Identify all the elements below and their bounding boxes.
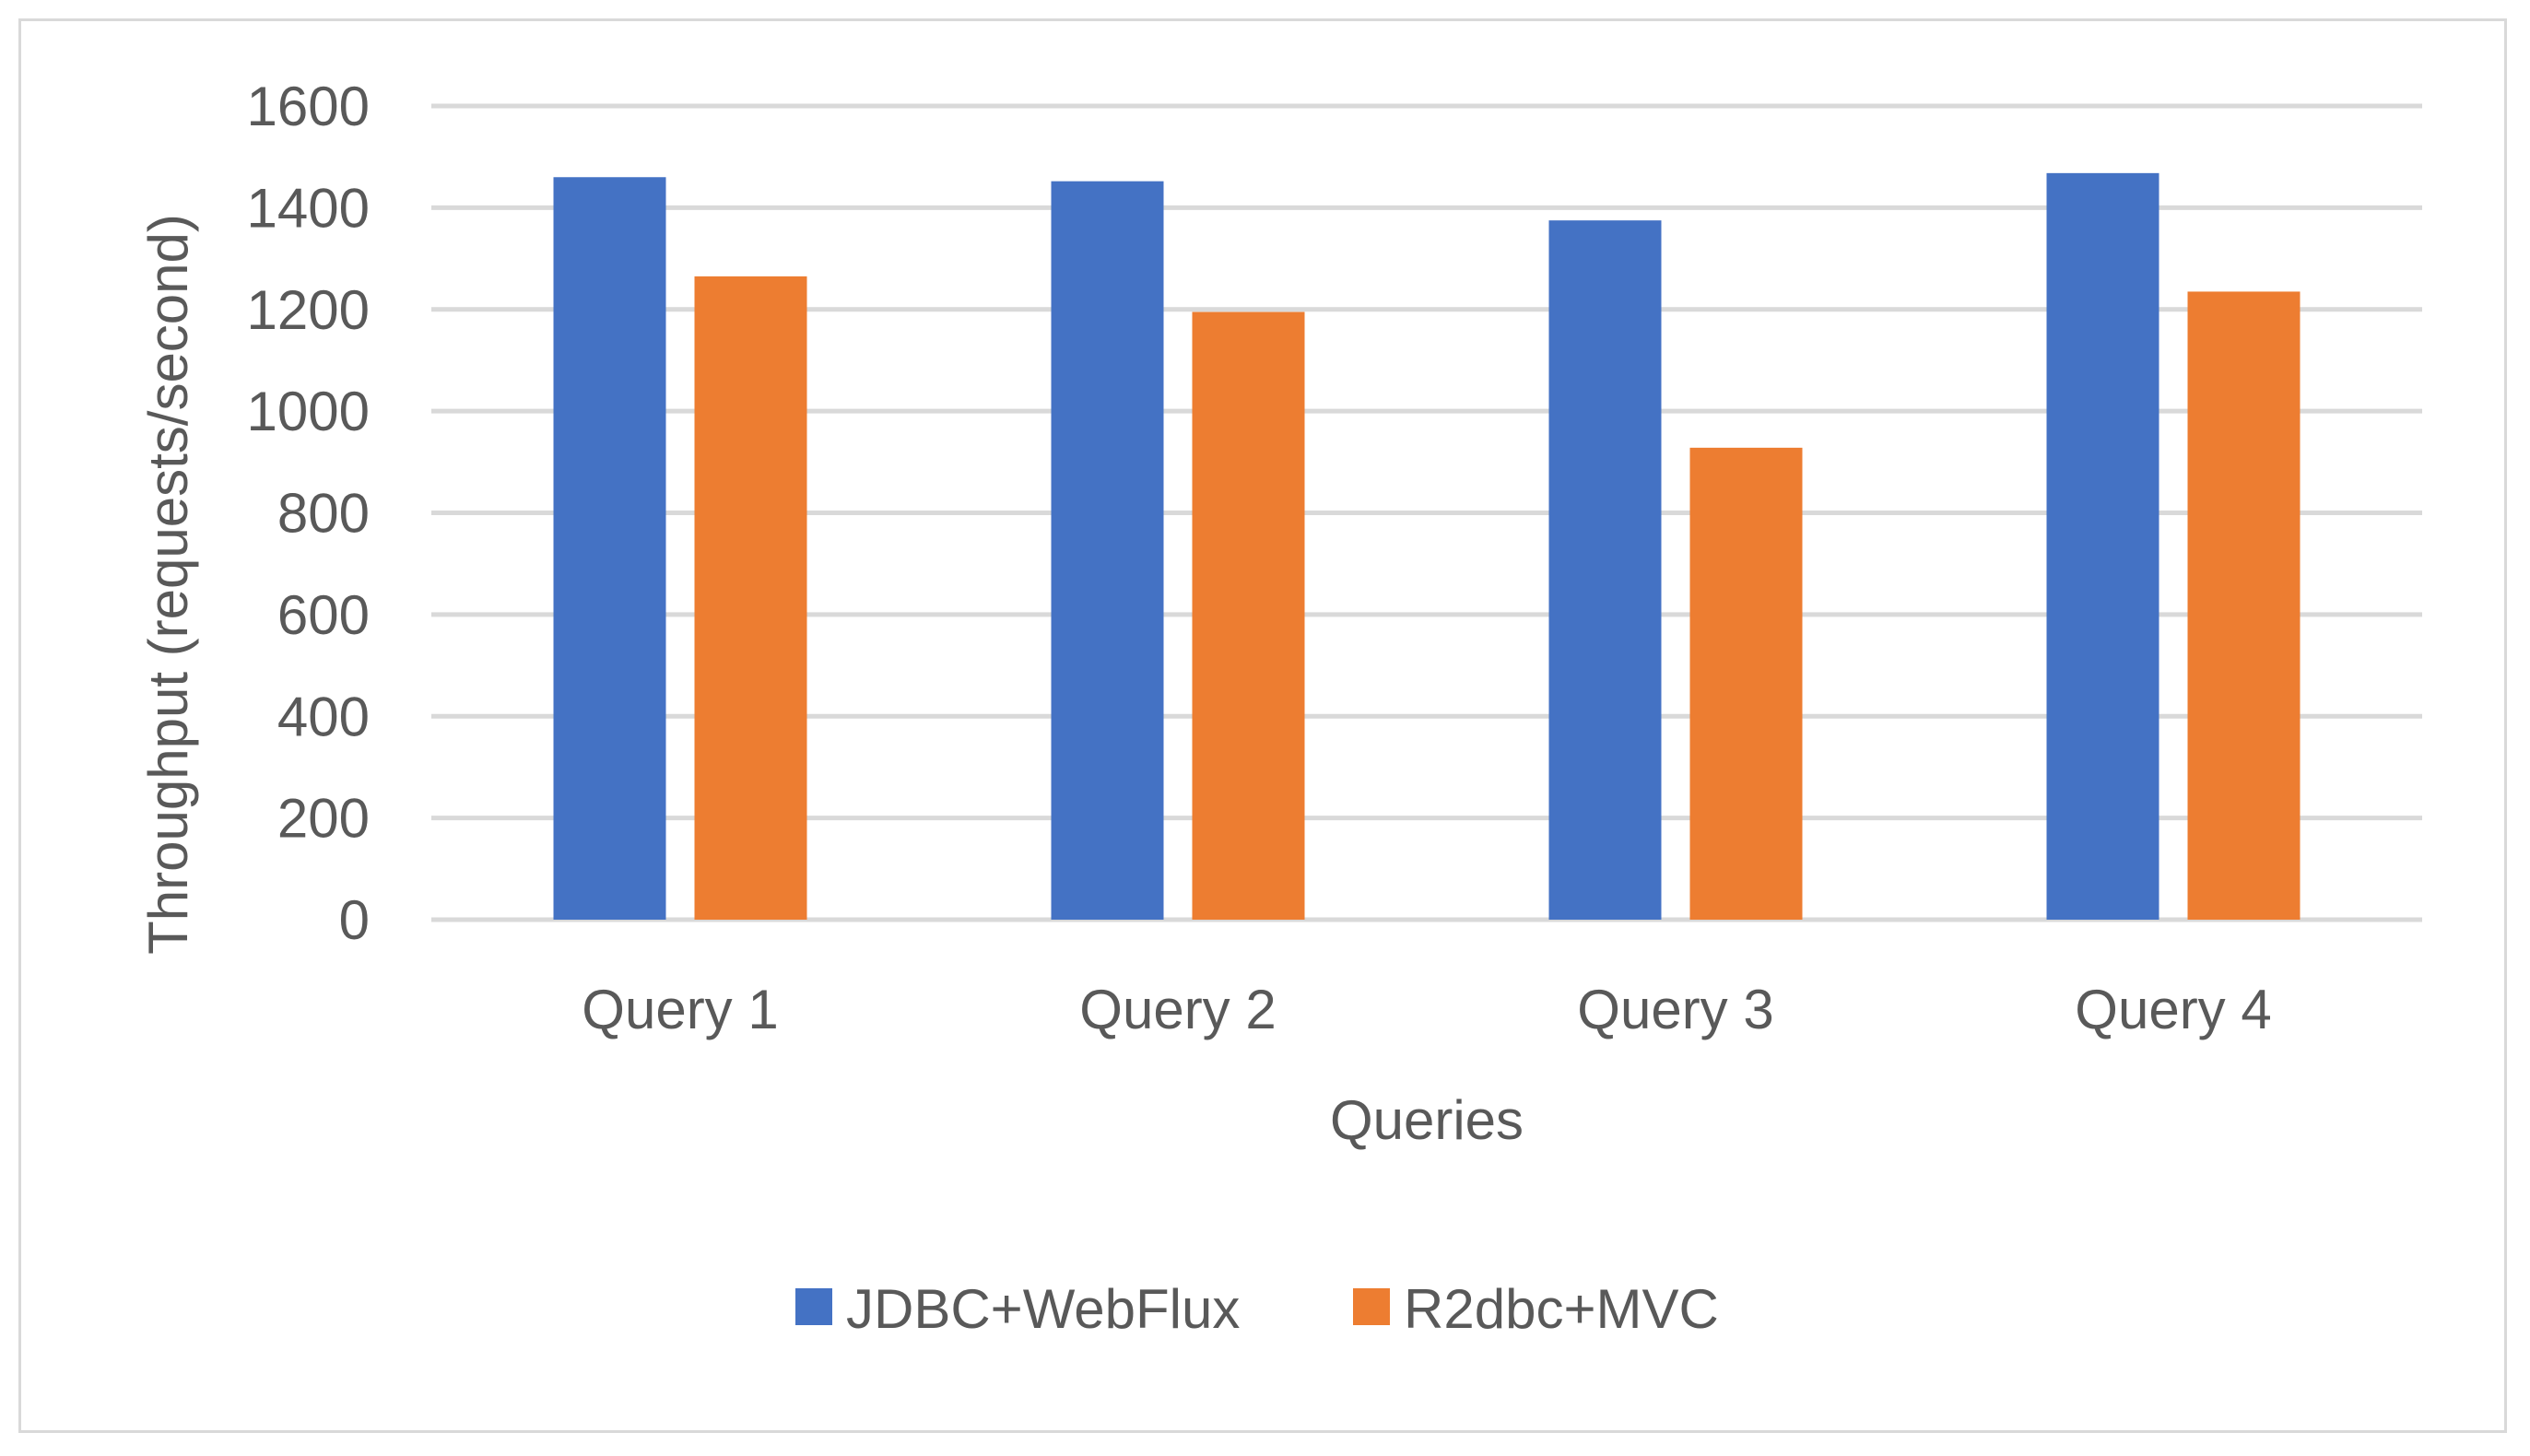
legend-label: R2dbc+MVC: [1404, 1278, 1719, 1340]
y-tick-label: 400: [277, 686, 370, 747]
y-tick-label: 200: [277, 788, 370, 850]
bar-jdbc-webflux-1: [553, 177, 666, 920]
legend-label: JDBC+WebFlux: [846, 1278, 1240, 1340]
y-tick-label: 1000: [247, 381, 370, 442]
y-tick-label: 800: [277, 483, 370, 545]
x-tick-label: Query 4: [2075, 979, 2271, 1040]
y-axis-label: Throughput (requests/second): [137, 214, 199, 955]
x-tick-labels: Query 1 Query 2 Query 3 Query 4: [582, 979, 2271, 1040]
legend-swatch: [795, 1288, 832, 1325]
bars: [553, 172, 2301, 921]
y-tick-label: 1400: [247, 177, 370, 239]
chart-frame: 0 200 400 600 800 1000 1200 1400 1600 Query 1 Que…: [18, 18, 2507, 1433]
legend: JDBC+WebFlux R2dbc+MVC: [795, 1278, 1719, 1340]
x-tick-label: Query 3: [1577, 979, 1773, 1040]
bar-jdbc-webflux-3: [1548, 220, 1662, 920]
bar-jdbc-webflux-2: [1051, 181, 1164, 921]
y-tick-label: 600: [277, 584, 370, 646]
x-tick-label: Query 2: [1079, 979, 1276, 1040]
legend-swatch: [1353, 1288, 1390, 1325]
y-tick-label: 0: [339, 889, 370, 951]
y-tick-label: 1200: [247, 279, 370, 341]
bar-r2dbc-mvc-2: [1192, 311, 1305, 920]
bar-r2dbc-mvc-3: [1689, 447, 1803, 920]
y-tick-labels: 0 200 400 600 800 1000 1200 1400 1600: [247, 76, 370, 951]
x-tick-label: Query 1: [582, 979, 778, 1040]
bar-r2dbc-mvc-1: [694, 276, 807, 920]
y-tick-label: 1600: [247, 76, 370, 137]
bar-r2dbc-mvc-4: [2187, 291, 2301, 920]
x-axis-label: Queries: [1330, 1089, 1524, 1151]
bar-jdbc-webflux-4: [2046, 172, 2159, 920]
